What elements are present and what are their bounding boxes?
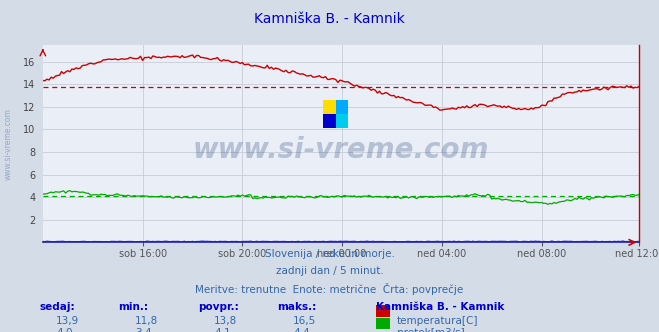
Bar: [323, 100, 335, 114]
Text: 11,8: 11,8: [135, 316, 158, 326]
Bar: [323, 114, 335, 128]
Text: 13,9: 13,9: [56, 316, 79, 326]
Bar: [335, 100, 348, 114]
Text: povpr.:: povpr.:: [198, 301, 239, 311]
Text: 3,4: 3,4: [135, 328, 152, 332]
Text: min.:: min.:: [119, 301, 149, 311]
Text: sedaj:: sedaj:: [40, 301, 75, 311]
Text: temperatura[C]: temperatura[C]: [397, 316, 478, 326]
Text: Kamniška B. - Kamnik: Kamniška B. - Kamnik: [376, 301, 504, 311]
Text: 4,4: 4,4: [293, 328, 310, 332]
Text: www.si-vreme.com: www.si-vreme.com: [193, 135, 489, 164]
Bar: [335, 114, 348, 128]
Text: 4,0: 4,0: [56, 328, 72, 332]
Text: 16,5: 16,5: [293, 316, 316, 326]
Text: www.si-vreme.com: www.si-vreme.com: [3, 108, 13, 180]
Text: maks.:: maks.:: [277, 301, 316, 311]
Text: pretok[m3/s]: pretok[m3/s]: [397, 328, 465, 332]
Text: zadnji dan / 5 minut.: zadnji dan / 5 minut.: [275, 266, 384, 276]
Text: 4,1: 4,1: [214, 328, 231, 332]
Text: Meritve: trenutne  Enote: metrične  Črta: povprečje: Meritve: trenutne Enote: metrične Črta: …: [195, 283, 464, 295]
Text: 13,8: 13,8: [214, 316, 237, 326]
FancyBboxPatch shape: [376, 318, 390, 329]
Text: Slovenija / reke in morje.: Slovenija / reke in morje.: [264, 249, 395, 259]
Text: Kamniška B. - Kamnik: Kamniška B. - Kamnik: [254, 12, 405, 26]
FancyBboxPatch shape: [376, 305, 390, 317]
